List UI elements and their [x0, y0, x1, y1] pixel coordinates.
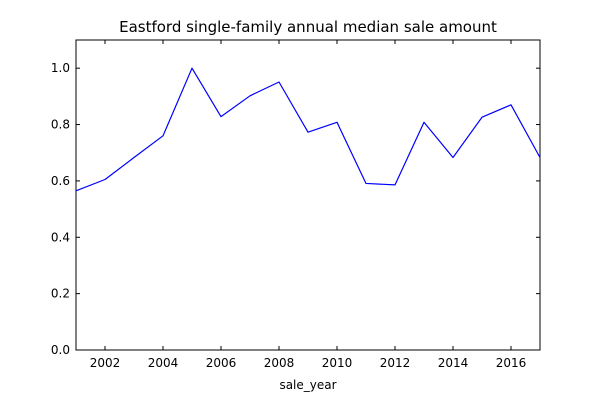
plot-frame: [75, 39, 541, 351]
chart-title: Eastford single-family annual median sal…: [119, 18, 497, 36]
x-tick-label: 2010: [322, 356, 353, 370]
y-tick-label: 0.0: [51, 343, 70, 357]
plot-area: 2002 2004 2006 2008 2010 2012 2014 2016 0.0 0.2 0.…: [51, 39, 541, 370]
x-tick-label: 2004: [148, 356, 179, 370]
y-tick-label: 0.8: [51, 118, 70, 132]
y-tick-label: 1.0: [51, 61, 70, 75]
x-tick-label: 2002: [90, 356, 121, 370]
series-line-0: [75, 67, 541, 192]
x-tick-label: 2008: [264, 356, 295, 370]
x-tick-label: 2016: [496, 356, 527, 370]
x-axis-label: sale_year: [279, 378, 336, 392]
x-tick-label: 2012: [380, 356, 411, 370]
x-tick-label: 2006: [206, 356, 237, 370]
x-tick-label: 2014: [438, 356, 469, 370]
y-tick-label: 0.2: [51, 287, 70, 301]
y-tick-label: 0.6: [51, 174, 70, 188]
y-tick-label: 0.4: [51, 230, 70, 244]
